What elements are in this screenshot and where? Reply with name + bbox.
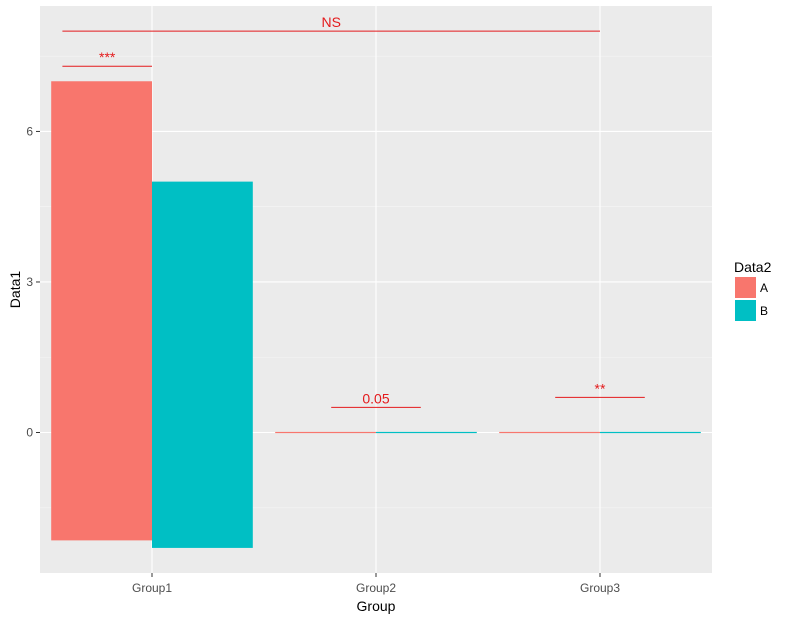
legend-swatch-b — [735, 300, 756, 321]
x-axis: Group1 Group2 Group3 — [132, 573, 620, 595]
significance-label: 0.05 — [362, 390, 389, 406]
significance-label: *** — [99, 49, 116, 65]
x-tick-label: Group1 — [132, 581, 172, 595]
significance-label: ** — [595, 380, 606, 396]
legend-label-a: A — [760, 281, 768, 295]
x-tick-label: Group2 — [356, 581, 396, 595]
legend-label-b: B — [760, 304, 768, 318]
bar-a-group3 — [499, 431, 600, 434]
legend-swatch-a — [735, 277, 756, 298]
legend-title: Data2 — [734, 259, 772, 275]
y-tick-label: 3 — [26, 275, 33, 289]
bar-a-group2 — [275, 431, 376, 434]
bar-b-group3 — [600, 431, 701, 434]
y-tick-label: 0 — [26, 426, 33, 440]
y-axis: 0 3 6 — [26, 124, 40, 440]
bar-b-group2 — [376, 431, 477, 434]
annotations: NS *** 0.05 ** — [62, 14, 645, 408]
legend: Data2 AB — [734, 259, 772, 321]
bar-b-group1 — [152, 181, 253, 548]
y-tick-label: 6 — [26, 124, 33, 138]
x-tick-label: Group3 — [580, 581, 620, 595]
bars — [51, 81, 701, 548]
bar-a-group1 — [51, 81, 153, 541]
y-axis-title: Data1 — [7, 271, 23, 309]
x-axis-title: Group — [357, 598, 396, 614]
significance-label: NS — [321, 14, 340, 30]
